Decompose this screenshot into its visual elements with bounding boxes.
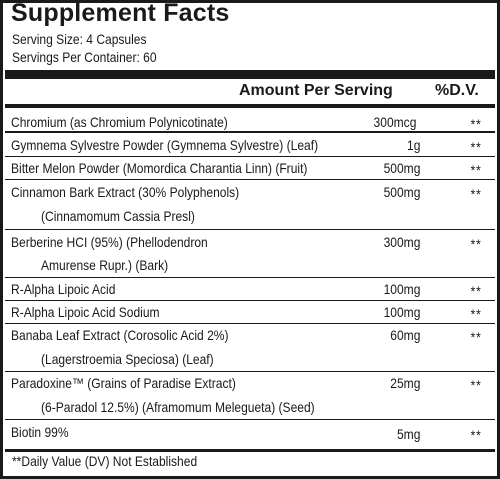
ingredient-name: Bitter Melon Powder (Momordica Charantia… (11, 160, 308, 176)
ingredient-name: Cinnamon Bark Extract (30% Polyphenols) (11, 184, 240, 200)
ingredient-dv: ** (470, 186, 482, 202)
ingredient-amount: 1g (407, 137, 421, 153)
row-divider (5, 371, 495, 372)
ingredient-dv: ** (470, 116, 482, 132)
ingredient-dv: ** (470, 236, 482, 252)
row-divider (5, 323, 495, 324)
footnote: **Daily Value (DV) Not Established (12, 453, 198, 469)
ingredient-amount: 500mg (383, 160, 421, 176)
ingredient-amount: 500mg (383, 184, 421, 200)
row-divider (5, 229, 495, 230)
ingredient-name: R-Alpha Lipoic Acid (11, 281, 116, 297)
servings-per-container: Servings Per Container: 60 (12, 49, 157, 65)
ingredient-dv: ** (470, 162, 482, 178)
header-daily-value: %D.V. (435, 82, 479, 99)
row-divider (5, 277, 495, 278)
ingredient-name: Biotin 99% (11, 424, 69, 440)
ingredient-dv: ** (470, 329, 482, 345)
ingredient-amount: 300mg (383, 234, 421, 250)
ingredient-amount: 100mg (383, 281, 421, 297)
ingredient-dv: ** (470, 139, 482, 155)
ingredient-name-cont: (6-Paradol 12.5%) (Aframomum Melegueta) … (41, 399, 315, 415)
ingredient-amount: 5mg (396, 426, 421, 442)
ingredient-amount: 300mcg (373, 114, 417, 130)
thick-divider (5, 70, 495, 79)
ingredient-name-cont: (Cinnamomum Cassia Presl) (41, 208, 195, 224)
bottom-divider (5, 449, 495, 452)
ingredient-dv: ** (470, 306, 482, 322)
ingredient-name-cont: (Lagerstroemia Speciosa) (Leaf) (41, 351, 214, 367)
row-divider (5, 179, 495, 180)
ingredient-dv: ** (470, 283, 482, 299)
serving-size: Serving Size: 4 Capsules (12, 31, 147, 47)
ingredient-name: Paradoxine™ (Grains of Paradise Extract) (11, 375, 236, 391)
ingredient-dv: ** (470, 427, 482, 443)
ingredient-dv: ** (470, 377, 482, 393)
ingredient-amount: 60mg (390, 327, 421, 343)
ingredient-amount: 100mg (383, 304, 421, 320)
first-row-divider (5, 131, 495, 133)
ingredient-name-cont: Amurense Rupr.) (Bark) (41, 257, 169, 273)
row-divider (5, 156, 495, 157)
row-divider (5, 419, 495, 420)
ingredient-name: Berberine HCI (95%) (Phellodendron (11, 234, 208, 250)
panel-title: Supplement Facts (11, 0, 230, 27)
header-amount-per-serving: Amount Per Serving (239, 82, 393, 99)
ingredient-amount: 25mg (390, 375, 421, 391)
header-divider (5, 104, 495, 108)
ingredient-name: Chromium (as Chromium Polynicotinate) (11, 114, 228, 130)
ingredient-name: R-Alpha Lipoic Acid Sodium (11, 304, 160, 320)
row-divider (5, 300, 495, 301)
ingredient-name: Gymnema Sylvestre Powder (Gymnema Sylves… (11, 137, 319, 153)
ingredient-name: Banaba Leaf Extract (Corosolic Acid 2%) (11, 327, 229, 343)
